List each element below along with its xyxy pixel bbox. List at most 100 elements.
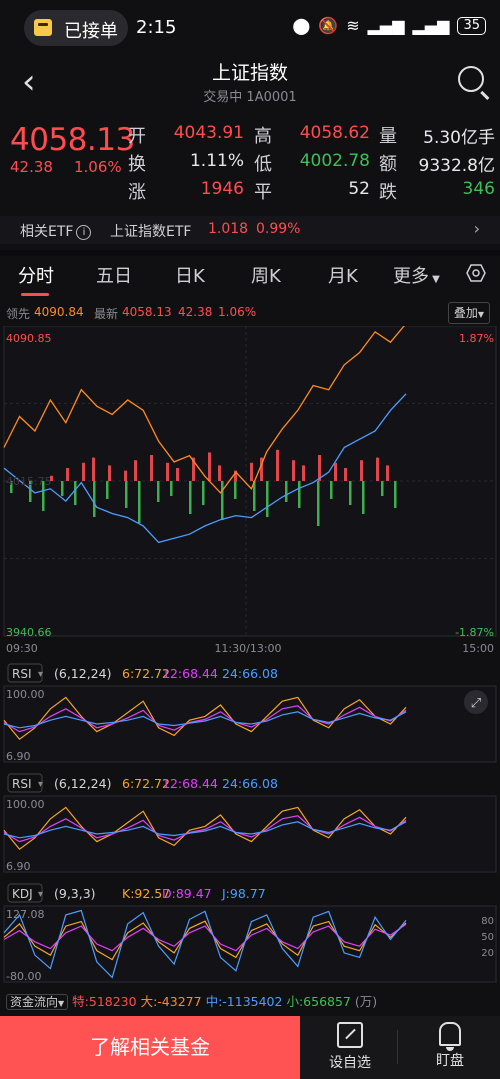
edit-icon: [337, 1022, 363, 1048]
settings-hexagon-icon[interactable]: [466, 263, 486, 283]
pct-min-label: -1.87%: [455, 626, 494, 639]
caret-down-icon: ▾: [38, 669, 43, 680]
indicator-params: (6,12,24): [54, 776, 111, 791]
zhong-value: -1135402: [222, 994, 283, 1009]
indicator-v1: 6:72.72: [122, 776, 170, 791]
indicator-v3: 24:66.08: [222, 776, 278, 791]
chevron-right-icon[interactable]: ›: [473, 219, 480, 238]
indicator-v1: 6:72.72: [122, 666, 170, 681]
volume-bar-red: [108, 465, 111, 482]
volume-bar-red: [276, 449, 279, 482]
zhong-label: 中:: [205, 994, 223, 1009]
volume-bar-green: [170, 481, 173, 497]
indicator-button-label: RSI: [12, 777, 32, 791]
indicator-button-label: RSI: [12, 667, 32, 681]
volume-bar-red: [66, 468, 69, 482]
da-label: 大:: [140, 994, 158, 1009]
volume-bar-green: [74, 481, 77, 506]
search-icon[interactable]: [458, 66, 484, 92]
indicator-min-label: 6.90: [6, 860, 31, 873]
volume-bar-green: [349, 481, 352, 506]
indicator-min-label: -80.00: [6, 970, 41, 983]
info-icon[interactable]: i: [76, 225, 92, 240]
indicator-params: (6,12,24): [54, 666, 111, 681]
bottom-separator: [397, 1030, 398, 1064]
x-tick-start: 09:30: [6, 642, 38, 655]
price-change: 42.38: [10, 158, 53, 176]
related-etf-bar[interactable]: 相关ETF i 上证指数ETF 1.018 0.99% ›: [0, 216, 500, 244]
tab-five-day[interactable]: 五日: [96, 266, 132, 287]
stat-value: 5.30亿手: [423, 128, 495, 148]
volume-bar-green: [381, 481, 384, 497]
x-tick-end: 15:00: [462, 642, 494, 655]
monitor-button[interactable]: 盯盘: [410, 1022, 490, 1070]
page-subtitle: 交易中 1A0001: [203, 90, 297, 105]
fund-flow-button[interactable]: 资金流向▼: [6, 994, 69, 1010]
volume-bar-green: [330, 481, 333, 500]
pct-max-label: 1.87%: [459, 332, 494, 345]
tab-intraday[interactable]: 分时: [18, 266, 54, 287]
indicator-right-tick: 50: [481, 932, 494, 943]
indicator-line-0: [3, 806, 407, 851]
xiao-label: 小:: [286, 994, 304, 1009]
tab-weekly-k[interactable]: 周K: [251, 266, 281, 287]
indicator-params: (9,3,3): [54, 886, 96, 901]
fund-flow-row: 资金流向▼ 特:518230 大:-43277 中:-1135402 小:656…: [6, 991, 377, 1013]
status-bar: 已接单 2:15 ⬤ 🔕 ≋ ▂▄▆ ▂▄▆ 35: [0, 0, 500, 58]
volume-bar-red: [260, 457, 263, 482]
tab-monthly-k[interactable]: 月K: [328, 266, 358, 287]
price-line-1: [3, 393, 407, 544]
header: ‹ 上证指数 交易中 1A0001: [0, 50, 500, 110]
kdj-chart[interactable]: KDJ ▾ (9,3,3) K:92.57D:89.47 J:98.77 127.08 -8…: [0, 880, 500, 990]
current-price: 4058.13: [10, 122, 135, 158]
stat-label: 平: [254, 182, 272, 203]
learn-fund-button[interactable]: 了解相关基金: [0, 1016, 300, 1079]
indicator-line-1: [3, 923, 407, 952]
volume-bar-red: [82, 462, 85, 482]
volume-bar-green: [221, 481, 224, 521]
add-watchlist-button[interactable]: 设自选: [310, 1022, 390, 1072]
volume-bar-red: [292, 460, 295, 482]
back-icon[interactable]: ‹: [22, 62, 36, 102]
order-status-text: 已接单: [64, 21, 118, 42]
stat-label: 涨: [128, 182, 146, 203]
order-status-pill[interactable]: 已接单: [24, 10, 128, 46]
indicator-v1: K:92.57: [122, 886, 170, 901]
indicator-v3: J:98.77: [221, 886, 266, 901]
volume-bar-red: [150, 455, 153, 482]
expand-icon[interactable]: [464, 690, 488, 714]
indicator-button[interactable]: [7, 883, 43, 903]
monitor-label: 盯盘: [436, 1053, 464, 1069]
stat-label: 额: [379, 154, 397, 175]
stat-value: 52: [348, 179, 370, 199]
volume-bar-green: [29, 481, 32, 503]
indicator-button[interactable]: [7, 663, 43, 683]
volume-bar-green: [189, 481, 192, 515]
indicator-button[interactable]: [7, 773, 43, 793]
stat-label: 量: [379, 126, 397, 147]
volume-bar-red: [218, 465, 221, 482]
y-max-label: 4090.85: [6, 332, 52, 345]
indicator-min-label: 6.90: [6, 750, 31, 763]
volume-bar-red: [334, 462, 337, 482]
price-line-0: [3, 326, 405, 494]
battery-icon: 35: [457, 16, 486, 35]
mute-icon: 🔕: [318, 16, 339, 35]
volume-bar-red: [166, 462, 169, 482]
volume-bar-red: [134, 460, 137, 482]
volume-bar-red: [176, 468, 179, 482]
volume-bar-red: [360, 460, 363, 482]
overlay-button[interactable]: 叠加▼: [448, 302, 490, 324]
intraday-chart[interactable]: 4090.85 4015.75 3940.66 1.87% -1.87% 09:30 11:…: [0, 326, 500, 656]
volume-bar-green: [125, 481, 128, 509]
latest-change: 42.38: [178, 305, 213, 319]
tab-daily-k[interactable]: 日K: [175, 266, 205, 287]
volume-bar-red: [344, 468, 347, 482]
da-value: -43277: [157, 994, 202, 1009]
stat-label: 高: [254, 126, 272, 147]
tab-more[interactable]: 更多 ▼: [393, 266, 440, 287]
volume-bar-green: [266, 481, 269, 518]
volume-bar-red: [124, 470, 127, 482]
